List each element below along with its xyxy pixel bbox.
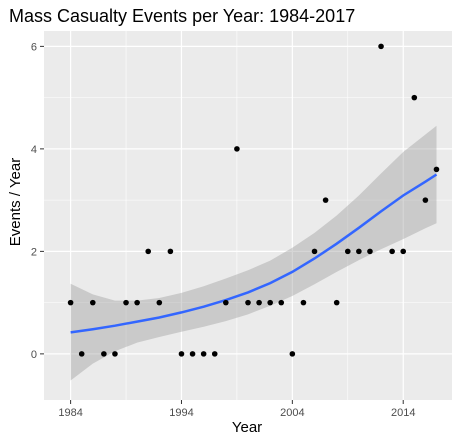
data-points [67,43,440,357]
data-point [189,351,196,357]
data-point [234,146,240,152]
data-point [422,197,429,203]
y-tick-label: 6 [31,41,37,53]
trend-line [70,173,438,334]
data-point [245,299,251,306]
data-point [433,166,440,173]
major-gridlines [44,31,452,400]
y-axis-title: Events / Year [7,158,24,246]
data-point [344,248,351,255]
data-point [223,299,229,306]
data-point [67,299,74,306]
axis-ticks [40,45,404,404]
y-tick-label: 2 [31,246,37,258]
data-point [200,351,207,357]
x-tick-label: 2004 [280,407,304,419]
x-axis-title: Year [232,419,262,436]
data-point [267,299,273,306]
data-point [356,248,362,255]
data-point [333,299,340,306]
data-point [256,299,262,306]
data-point [322,197,329,203]
data-point [101,351,107,357]
x-tick-label: 2014 [391,407,415,419]
data-point [89,299,96,306]
data-point [278,299,285,306]
data-point [178,351,185,357]
data-point [289,351,296,357]
data-point [145,248,152,255]
y-tick-label: 0 [31,349,37,361]
data-point [311,248,318,255]
data-point [134,299,140,306]
data-point [400,248,407,255]
data-point [211,351,218,357]
data-point [389,248,395,255]
data-point [156,299,163,306]
data-point [411,94,418,101]
chart-title: Mass Casualty Events per Year: 1984-2017 [9,6,355,26]
data-point [378,43,384,50]
x-tick-labels: 1984 1994 2004 2014 [58,407,415,419]
y-tick-label: 4 [31,144,37,156]
x-tick-label: 1994 [169,407,193,419]
data-point [78,351,85,357]
data-point [123,299,129,306]
plot-panel [44,31,452,400]
y-tick-labels: 0 2 4 6 [31,41,37,361]
data-point [300,299,307,306]
data-point [367,248,373,255]
data-point [167,248,174,255]
data-point [112,351,118,357]
x-tick-label: 1984 [58,407,82,419]
